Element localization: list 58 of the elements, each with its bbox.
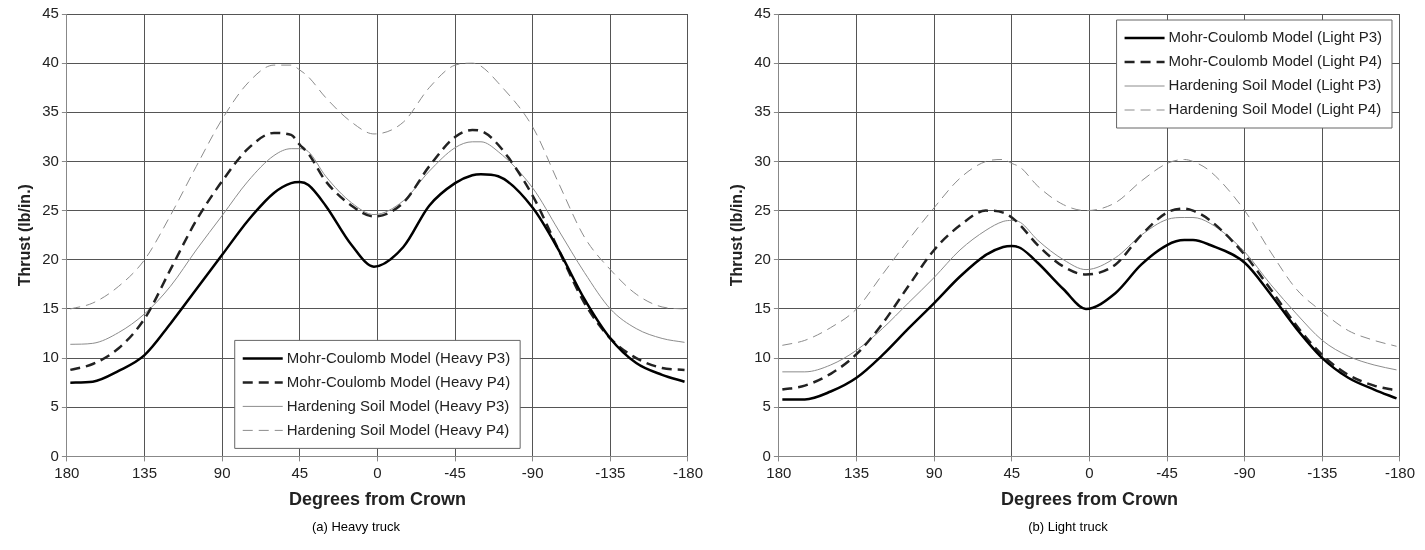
x-tick-label: 0 [373, 463, 382, 481]
y-tick-label: 25 [754, 200, 771, 218]
y-tick-label: 0 [50, 446, 59, 464]
y-tick-label: 35 [754, 102, 771, 120]
y-tick-label: 15 [42, 299, 59, 317]
y-tick-label: 25 [42, 200, 59, 218]
line-series [69, 141, 686, 345]
x-tick-label: 45 [1003, 463, 1021, 481]
line-series [781, 238, 1398, 401]
legend-label: Mohr-Coulomb Model (Light P3) [1168, 28, 1382, 46]
legend-label: Mohr-Coulomb Model (Heavy P4) [286, 372, 511, 390]
y-tick-label: 10 [754, 348, 771, 366]
y-tick-label: 5 [762, 397, 771, 415]
line-series [781, 217, 1398, 373]
x-axis-title: Degrees from Crown [1000, 489, 1178, 510]
y-tick-label: 35 [42, 102, 59, 120]
x-tick-label: 135 [844, 463, 870, 481]
x-tick-label: -180 [1384, 463, 1415, 481]
x-tick-label: -180 [672, 463, 703, 481]
x-tick-label: 0 [1085, 463, 1094, 481]
x-axis-title: Degrees from Crown [288, 489, 466, 510]
text: (a) Heavy truck [311, 519, 401, 534]
line-series [781, 159, 1398, 347]
y-tick-label: 15 [754, 299, 771, 317]
y-tick-label: 30 [42, 151, 59, 169]
x-tick-label: -135 [595, 463, 626, 481]
y-tick-label: 10 [42, 348, 59, 366]
y-tick-label: 0 [762, 446, 771, 464]
y-tick-label: 5 [50, 397, 59, 415]
x-tick-label: 180 [54, 463, 80, 481]
x-tick-label: 90 [213, 463, 231, 481]
text: (b) Light truck [1028, 519, 1108, 534]
legend-label: Mohr-Coulomb Model (Light P4) [1168, 52, 1382, 70]
y-axis-title: Thrust (lb/in.) [16, 184, 34, 287]
x-tick-label: -90 [521, 463, 544, 481]
x-tick-label: 180 [766, 463, 792, 481]
x-tick-label: 90 [925, 463, 943, 481]
line-series [69, 62, 686, 310]
x-tick-label: -45 [1156, 463, 1178, 481]
line-series [69, 128, 686, 372]
y-tick-label: 40 [754, 53, 771, 71]
y-axis-title: Thrust (lb/in.) [728, 184, 746, 287]
x-tick-label: -45 [444, 463, 466, 481]
y-tick-label: 45 [754, 4, 771, 22]
legend-label: Hardening Soil Model (Heavy P3) [286, 396, 510, 414]
y-tick-label: 20 [754, 249, 771, 267]
y-tick-label: 20 [42, 249, 59, 267]
x-tick-label: 135 [132, 463, 158, 481]
y-tick-label: 40 [42, 53, 59, 71]
y-tick-label: 45 [42, 4, 59, 22]
x-tick-label: 45 [291, 463, 309, 481]
y-tick-label: 30 [754, 151, 771, 169]
x-tick-label: -135 [1307, 463, 1338, 481]
legend-label: Hardening Soil Model (Light P3) [1168, 76, 1382, 94]
legend-label: Hardening Soil Model (Light P4) [1168, 100, 1382, 118]
legend-label: Mohr-Coulomb Model (Heavy P3) [286, 348, 511, 366]
x-tick-label: -90 [1233, 463, 1256, 481]
legend-label: Hardening Soil Model (Heavy P4) [286, 420, 510, 438]
